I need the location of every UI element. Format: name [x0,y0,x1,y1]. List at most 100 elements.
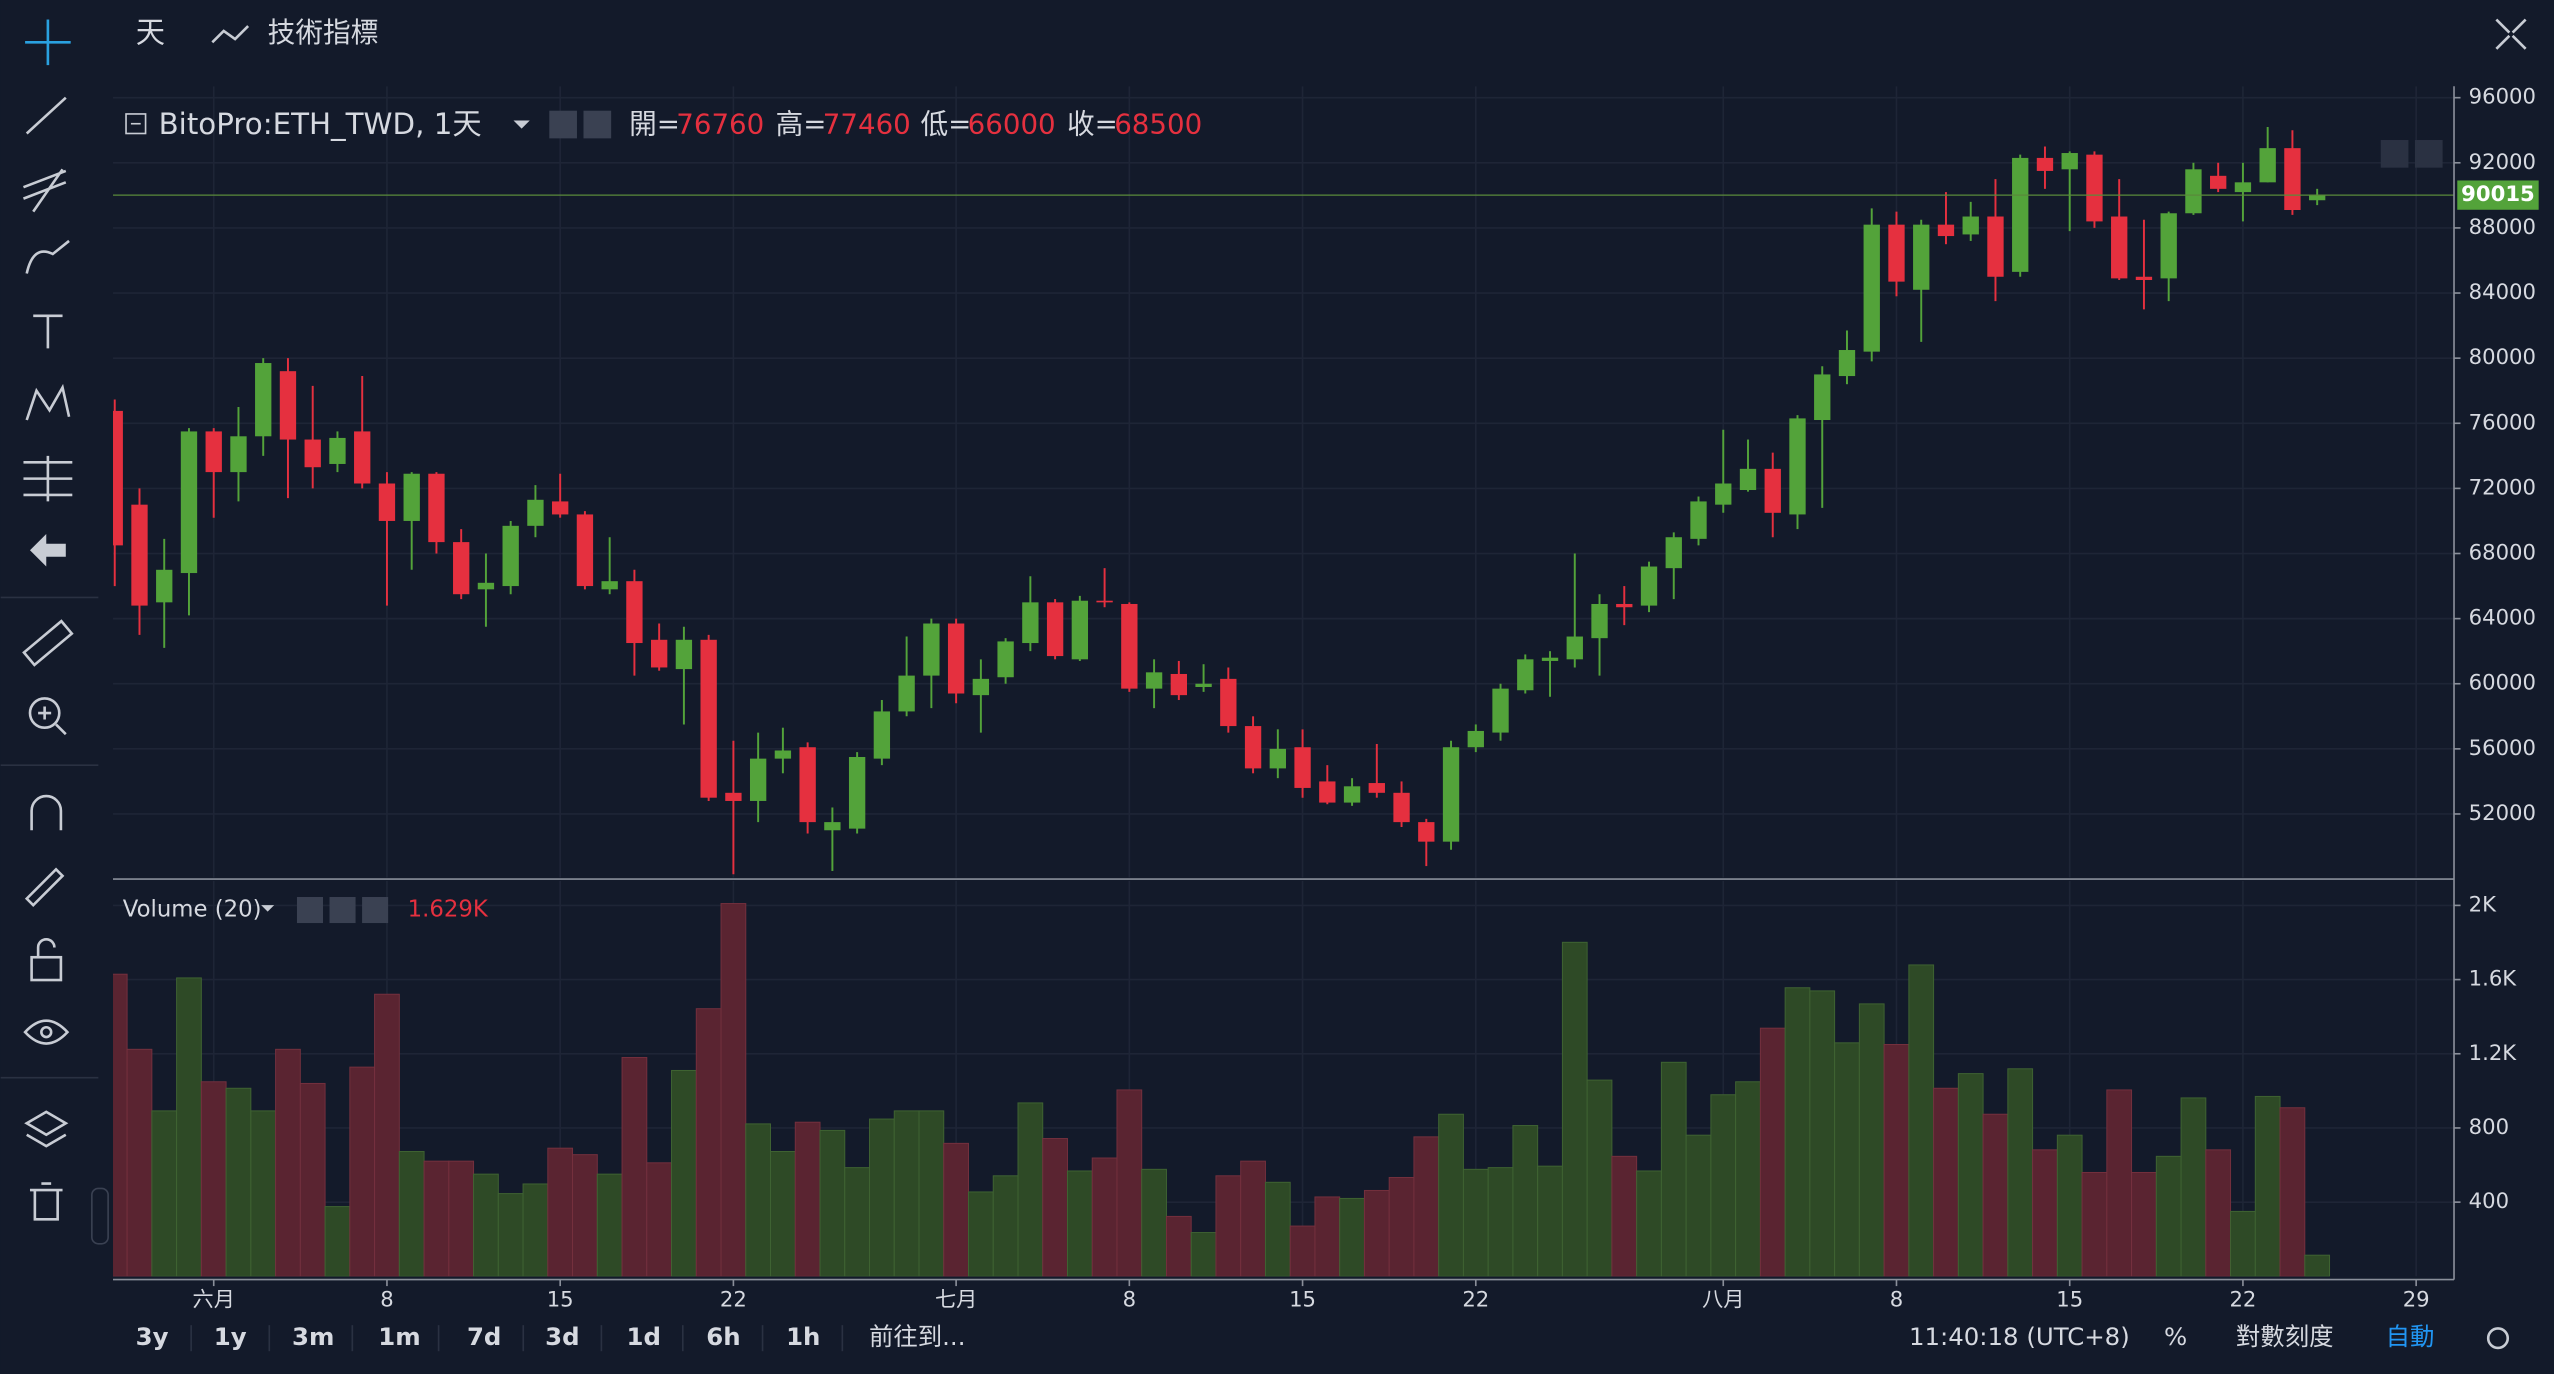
open-label: 開= [629,107,680,140]
volume-bar [1933,1087,1959,1277]
close-value: 68500 [1114,107,1202,140]
volume-bar [844,1167,870,1277]
volume-bar [671,1069,697,1277]
candle-body [1467,730,1484,748]
candle-body [1838,350,1856,377]
x-tick-label: 八月 [1702,1287,1744,1312]
prediction-tool[interactable] [23,455,73,502]
candle-body [1121,603,1138,689]
volume-title: Volume (20) [123,897,262,923]
candle-body [824,822,841,831]
pattern-tool[interactable] [25,383,71,421]
candle-body [2185,169,2202,214]
candle-body [601,581,618,590]
volume-bar [2254,1095,2281,1277]
range-button[interactable]: 1m [378,1322,420,1351]
volume-hide[interactable] [296,897,324,924]
range-button[interactable]: 1h [786,1322,820,1351]
candle-body [1368,783,1385,793]
volume-bar [2131,1171,2157,1277]
candle-body [1220,678,1237,727]
range-button[interactable]: 1d [626,1322,660,1351]
fullscreen-button[interactable] [2495,18,2527,50]
ruler-tool[interactable] [22,619,74,667]
collapse-handle[interactable] [91,1187,109,1245]
range-button[interactable]: 6h [706,1322,740,1351]
range-button[interactable]: 3m [292,1322,334,1351]
lock-tool[interactable] [30,938,63,982]
text-tool[interactable] [33,314,63,349]
axes: 六月 8 15 22 七月 8 15 22 八月 8 15 22 29 52000 56000 60000 64… [193,84,2539,1312]
delete-tool[interactable] [29,1182,63,1221]
auto-button[interactable]: 自動 [2386,1322,2435,1351]
high-value: 77460 [823,107,911,140]
candle-body [1195,683,1212,687]
scroll-button[interactable] [2380,140,2409,168]
y-tick-label: 72000 [2469,474,2536,499]
candle-body [1319,781,1336,803]
volume-settings[interactable] [329,897,356,924]
candle-body [2061,153,2078,170]
candle-body [1690,501,1707,539]
brush-tool[interactable] [25,239,70,274]
goto-button[interactable]: 前往到... [869,1322,966,1351]
range-button[interactable]: 1y [214,1322,247,1351]
candle-body [2309,195,2326,201]
candle-body [1566,636,1583,660]
volume-bar [1982,1113,2009,1277]
volume-bar [1289,1225,1316,1277]
candle-body [1962,216,1979,235]
interval-button[interactable]: 天 [136,16,165,50]
y-tick-label: 88000 [2469,214,2536,239]
fib-tool[interactable] [23,168,67,213]
indicators-button[interactable]: 技術指標 [268,16,379,49]
series-menu[interactable] [513,120,530,129]
back-tool[interactable] [29,533,66,567]
crosshair-tool[interactable] [25,19,71,66]
candle-body [1096,600,1113,603]
volume-bar [398,1151,425,1277]
settings-gear[interactable] [2486,1327,2510,1350]
candle-body [1789,418,1806,515]
volume-bar [893,1110,920,1277]
volume-bar [1784,987,1811,1277]
candle-body [947,623,965,694]
layers-tool[interactable] [24,1110,69,1148]
volume-bar [2230,1210,2256,1277]
candle-body [1715,483,1732,505]
collapse-legend[interactable] [125,113,147,135]
volume-bar [176,977,202,1277]
volume-bar [1735,1081,1761,1277]
volume-value: 1.629K [408,897,489,923]
volume-bar [2056,1134,2083,1277]
candle-body [1739,468,1757,491]
x-tick-label: 七月 [935,1287,977,1312]
visibility-tool[interactable] [23,1019,70,1045]
volume-bar [1413,1136,1440,1277]
volume-bar [621,1056,648,1277]
hide-button[interactable] [549,110,577,139]
percent-button[interactable]: % [2164,1322,2187,1351]
scale-button[interactable] [2414,140,2443,168]
volume-bar [1017,1102,1044,1277]
volume-bar [225,1087,252,1277]
settings-button[interactable] [583,110,612,139]
trendline-tool[interactable] [25,96,67,135]
volume-bar [572,1154,598,1277]
candle-body [923,623,940,676]
volume-menu[interactable] [261,905,275,912]
clock: 11:40:18 (UTC+8) [1909,1322,2130,1351]
candle-body [477,582,495,590]
x-tick-label: 15 [1289,1287,1316,1312]
range-button[interactable]: 3y [136,1322,169,1351]
magnet-tool[interactable] [30,794,63,831]
log-scale-button[interactable]: 對數刻度 [2236,1322,2334,1351]
range-button[interactable]: 3d [545,1322,579,1351]
range-button[interactable]: 7d [467,1322,501,1351]
y-tick-label: 92000 [2469,149,2536,174]
zoom-tool[interactable] [28,697,67,736]
candle-body [1591,603,1608,639]
lock-draw-tool[interactable] [24,867,65,907]
volume-remove[interactable] [362,897,389,924]
volume-bar [1388,1176,1415,1277]
